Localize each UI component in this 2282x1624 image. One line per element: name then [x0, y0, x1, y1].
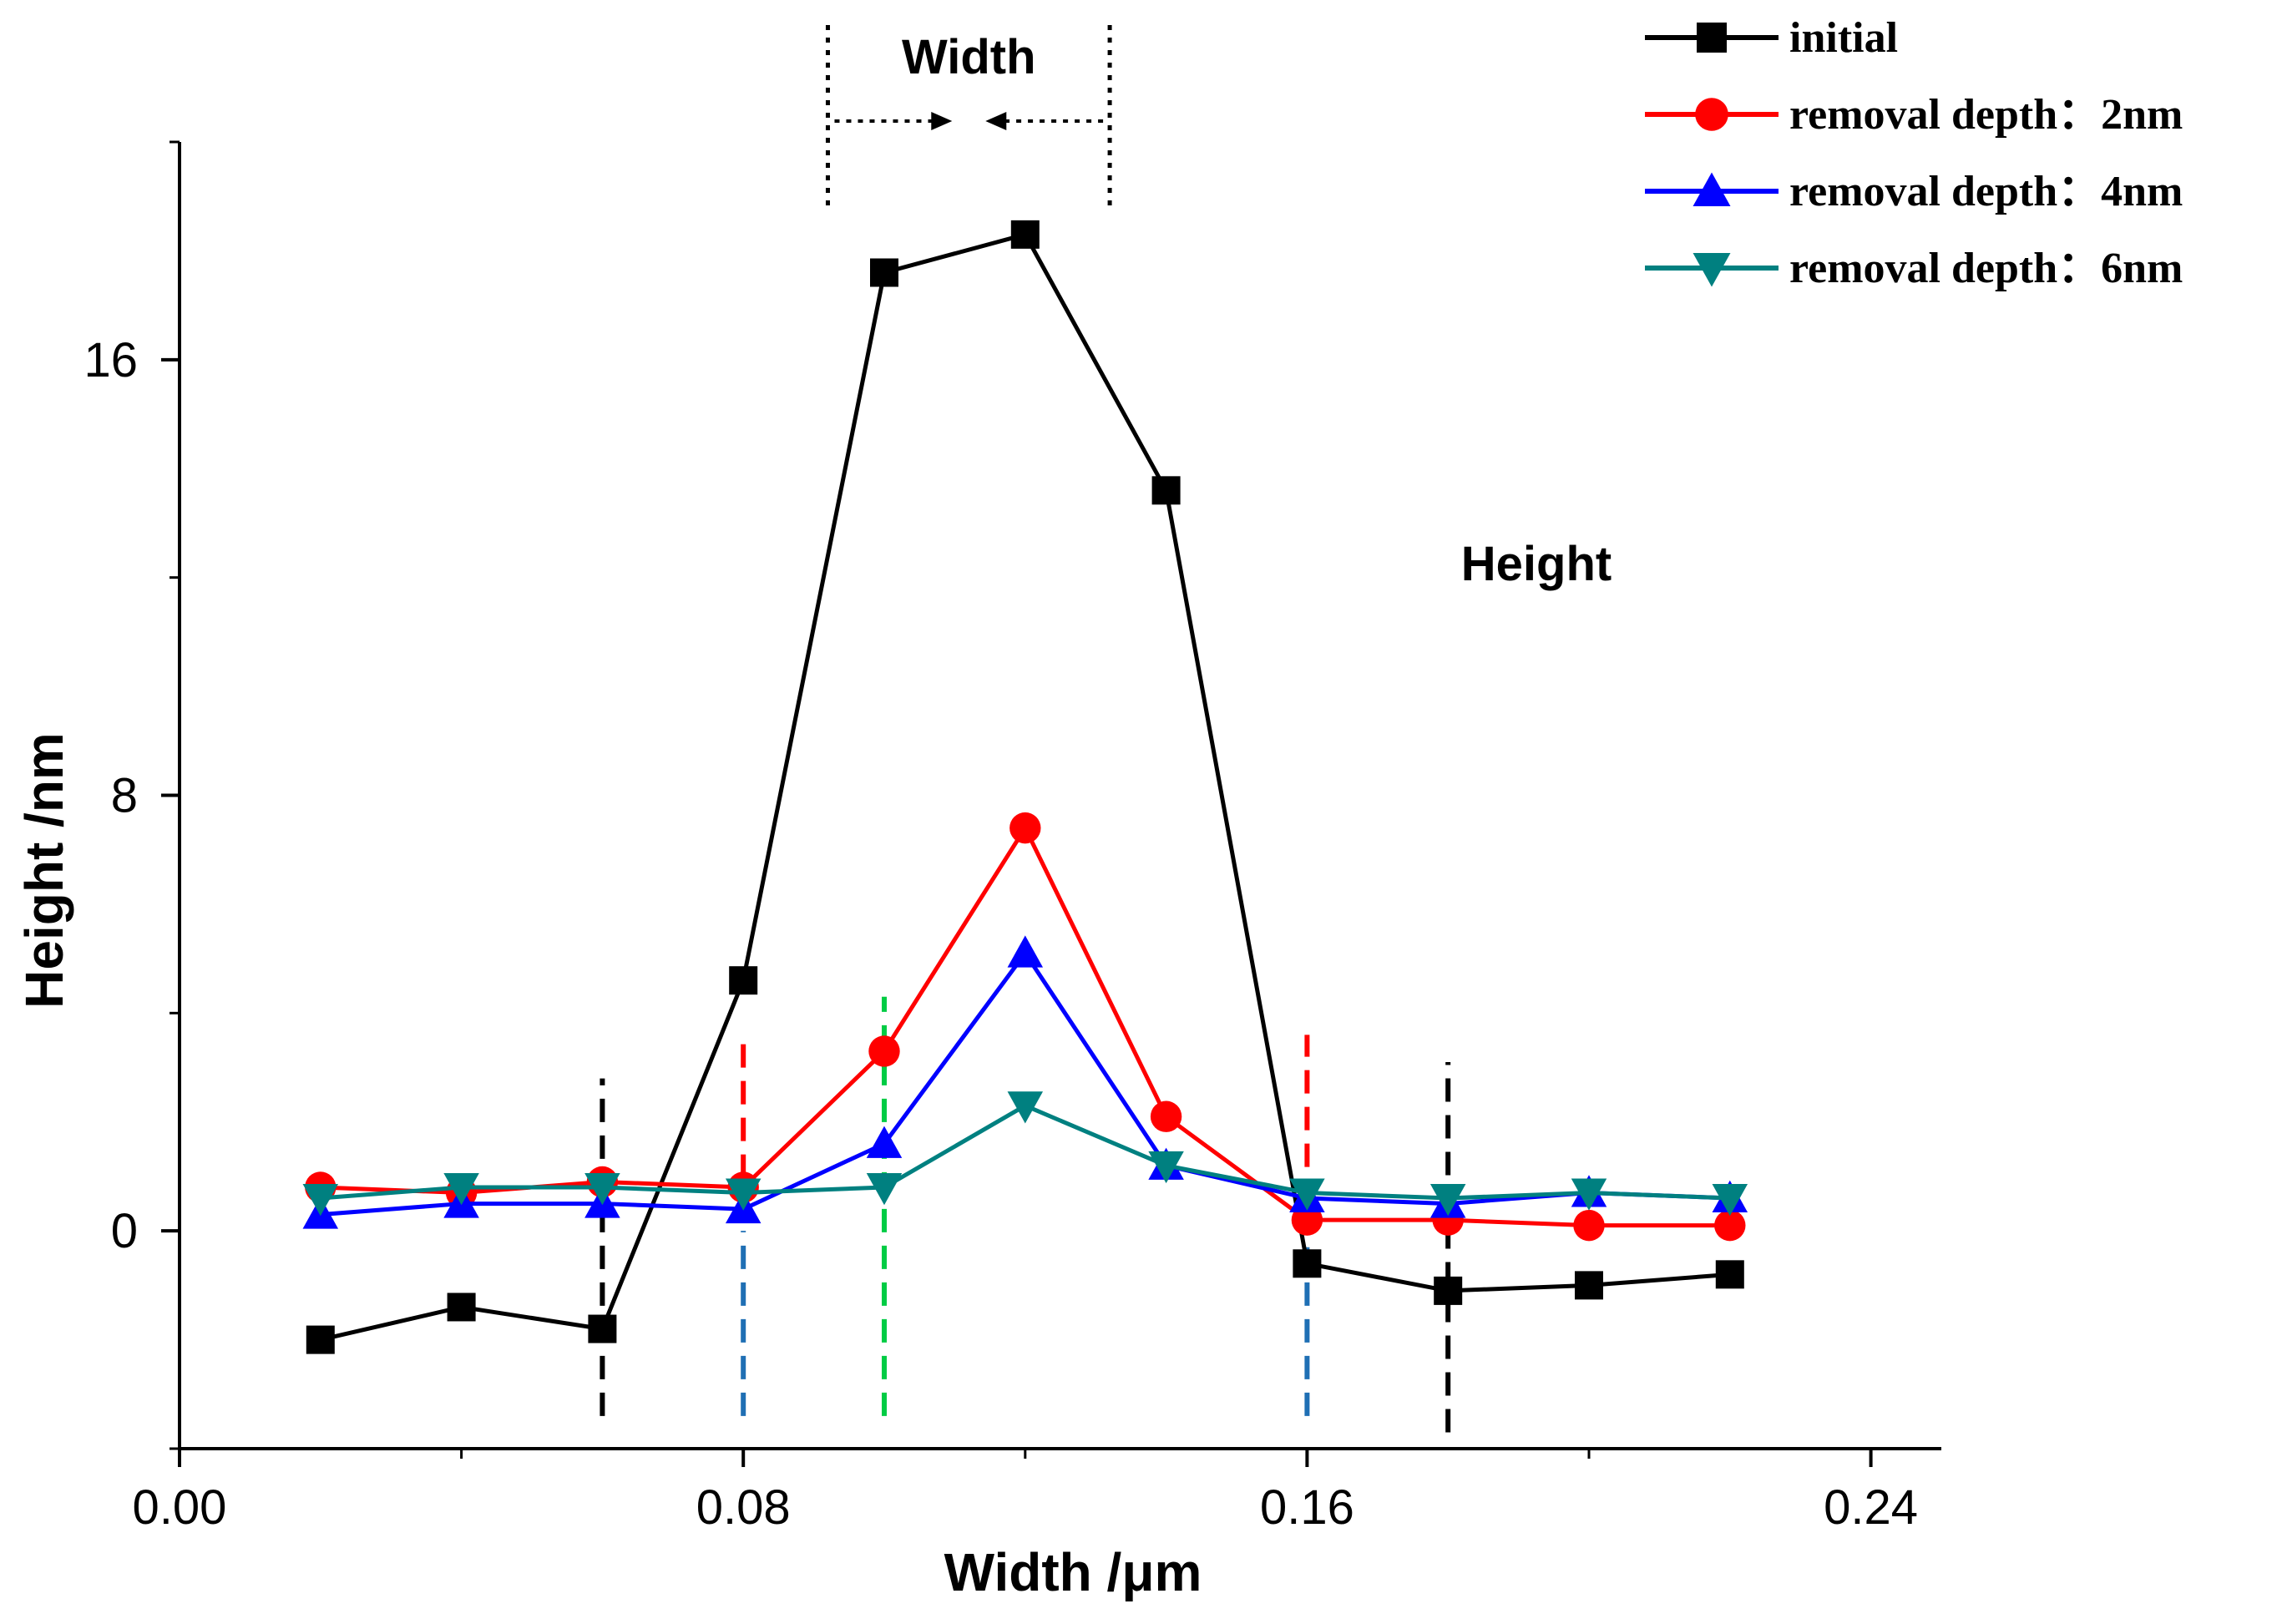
x-tick-label: 0.24: [1824, 1480, 1918, 1535]
data-point: [729, 966, 758, 995]
data-point: [447, 1293, 476, 1322]
data-point: [1007, 1091, 1044, 1124]
data-point: [866, 1126, 903, 1158]
legend-marker: [1693, 253, 1731, 287]
data-point: [306, 1325, 335, 1354]
data-point: [725, 1178, 762, 1211]
legend-label: removal depth：6nm: [1789, 245, 2183, 292]
series-line: [320, 231, 1730, 1343]
legend: initial removal depth：2nm removal depth：4n…: [1645, 14, 2183, 292]
legend-item-3: removal depth：6nm: [1645, 245, 2183, 292]
legend-marker: [1697, 23, 1727, 53]
series-2: [302, 935, 1748, 1229]
data-point: [588, 1314, 617, 1343]
data-point: [584, 1173, 620, 1206]
data-point: [1434, 1276, 1463, 1305]
y-tick-label: 0: [111, 1204, 138, 1258]
data-point: [1715, 1260, 1744, 1289]
data-point: [302, 1184, 339, 1217]
axes: 0.00 0.08 0.16 0.24 0 8 16 Width /μm Height /nm: [14, 140, 1941, 1602]
data-point: [1289, 1178, 1325, 1211]
data-point: [1575, 1271, 1603, 1300]
data-point: [1009, 812, 1041, 844]
arrow-right-icon: [931, 112, 953, 130]
data-point: [1151, 476, 1181, 505]
legend-label: removal depth：2nm: [1789, 91, 2183, 139]
data-point: [1573, 1209, 1605, 1242]
series-0: [306, 220, 1744, 1354]
data-point: [1007, 935, 1044, 968]
series-1: [305, 812, 1746, 1242]
arrow-left-icon: [985, 112, 1007, 130]
data-point: [1150, 1100, 1182, 1132]
data-point: [870, 258, 898, 287]
x-axis-title: Width /μm: [944, 1542, 1202, 1602]
legend-item-2: removal depth：4nm: [1645, 168, 2183, 215]
data-point: [1148, 1151, 1184, 1184]
series-group: [302, 220, 1748, 1354]
annotations: Width Height: [825, 25, 1612, 591]
series-line: [320, 949, 1730, 1217]
data-point: [443, 1173, 479, 1206]
x-tick-label: 0.00: [133, 1480, 227, 1535]
legend-item-1: removal depth：2nm: [1645, 91, 2183, 139]
data-point: [866, 1173, 903, 1206]
legend-item-0: initial: [1645, 14, 1898, 62]
y-tick-label: 8: [111, 769, 138, 823]
series-line: [320, 823, 1730, 1228]
legend-marker: [1695, 98, 1728, 131]
data-point: [1293, 1249, 1322, 1278]
data-point: [1010, 220, 1040, 249]
height-annotation: Height: [1461, 537, 1612, 591]
data-point: [868, 1035, 900, 1067]
data-point: [1571, 1178, 1607, 1211]
y-tick-label: 16: [83, 333, 138, 387]
y-axis-title: Height /nm: [14, 732, 74, 1009]
legend-marker: [1693, 172, 1731, 206]
width-annotation: Width: [902, 30, 1036, 84]
legend-label: removal depth：4nm: [1789, 168, 2183, 215]
data-point: [1712, 1184, 1748, 1217]
x-tick-label: 0.08: [696, 1480, 791, 1535]
data-point: [1714, 1209, 1746, 1242]
series-3: [302, 1091, 1748, 1217]
x-tick-label: 0.16: [1260, 1480, 1354, 1535]
legend-label: initial: [1789, 14, 1898, 62]
data-point: [1429, 1184, 1466, 1217]
